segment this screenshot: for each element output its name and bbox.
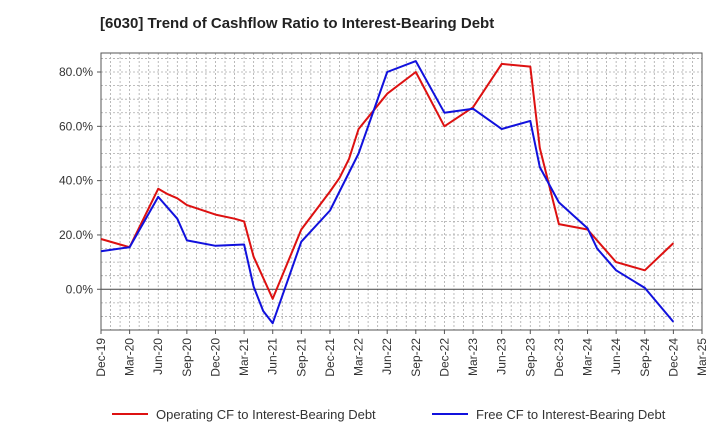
legend-label: Operating CF to Interest-Bearing Debt [156,407,376,422]
x-tick-label: Dec-20 [208,338,222,377]
x-tick-label: Sep-23 [523,338,537,377]
x-tick-label: Jun-22 [380,338,394,375]
y-tick-label: 80.0% [59,65,93,79]
plot-area [101,53,702,330]
x-tick-label: Mar-20 [123,338,137,376]
legend-label: Free CF to Interest-Bearing Debt [476,407,666,422]
x-tick-label: Sep-22 [409,338,423,377]
x-tick-label: Dec-23 [552,338,566,377]
x-tick-label: Jun-21 [266,338,280,375]
x-tick-label: Sep-24 [638,338,652,377]
x-tick-label: Mar-24 [581,338,595,376]
x-tick-label: Jun-20 [151,338,165,375]
x-tick-label: Jun-23 [495,338,509,375]
series-line-operating-cf [100,62,675,300]
x-tick-label: Sep-21 [294,338,308,377]
y-tick-label: 60.0% [59,119,93,133]
y-tick-label: 20.0% [59,228,93,242]
series-line-free-cf [100,60,675,325]
y-tick-label: 40.0% [59,174,93,188]
x-tick-label: Dec-22 [437,338,451,377]
x-tick-label: Mar-21 [237,338,251,376]
x-tick-label: Sep-20 [180,338,194,377]
x-tick-label: Dec-24 [666,338,680,377]
x-tick-label: Dec-21 [323,338,337,377]
y-tick-label: 0.0% [66,282,94,296]
chart-title: [6030] Trend of Cashflow Ratio to Intere… [100,15,495,32]
x-tick-label: Jun-24 [609,338,623,375]
plot-frame [100,52,703,331]
x-tick-label: Mar-23 [466,338,480,376]
x-tick-label: Mar-22 [352,338,366,376]
x-tick-label: Mar-25 [695,338,709,376]
x-tick-label: Dec-19 [94,338,108,377]
